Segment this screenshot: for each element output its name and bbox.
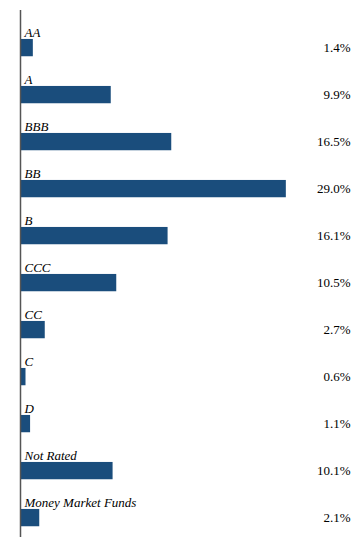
svg-text:C: C <box>25 354 34 369</box>
svg-text:29.0%: 29.0% <box>317 181 351 196</box>
svg-text:1.1%: 1.1% <box>323 416 350 431</box>
svg-text:CC: CC <box>25 307 43 322</box>
svg-text:D: D <box>24 401 35 416</box>
svg-text:16.5%: 16.5% <box>317 134 351 149</box>
svg-text:9.9%: 9.9% <box>323 87 350 102</box>
svg-text:2.1%: 2.1% <box>323 510 350 525</box>
svg-text:10.5%: 10.5% <box>317 275 351 290</box>
svg-text:Money Market Funds: Money Market Funds <box>24 495 137 510</box>
svg-text:10.1%: 10.1% <box>317 463 351 478</box>
svg-text:BBB: BBB <box>25 119 49 134</box>
svg-text:CCC: CCC <box>25 260 51 275</box>
svg-text:AA: AA <box>24 25 41 40</box>
svg-text:Not Rated: Not Rated <box>24 448 78 463</box>
svg-text:1.4%: 1.4% <box>323 40 350 55</box>
svg-text:BB: BB <box>25 166 41 181</box>
svg-text:2.7%: 2.7% <box>323 322 350 337</box>
svg-text:A: A <box>24 72 33 87</box>
svg-text:16.1%: 16.1% <box>317 228 351 243</box>
svg-text:B: B <box>25 213 33 228</box>
svg-text:0.6%: 0.6% <box>323 369 350 384</box>
